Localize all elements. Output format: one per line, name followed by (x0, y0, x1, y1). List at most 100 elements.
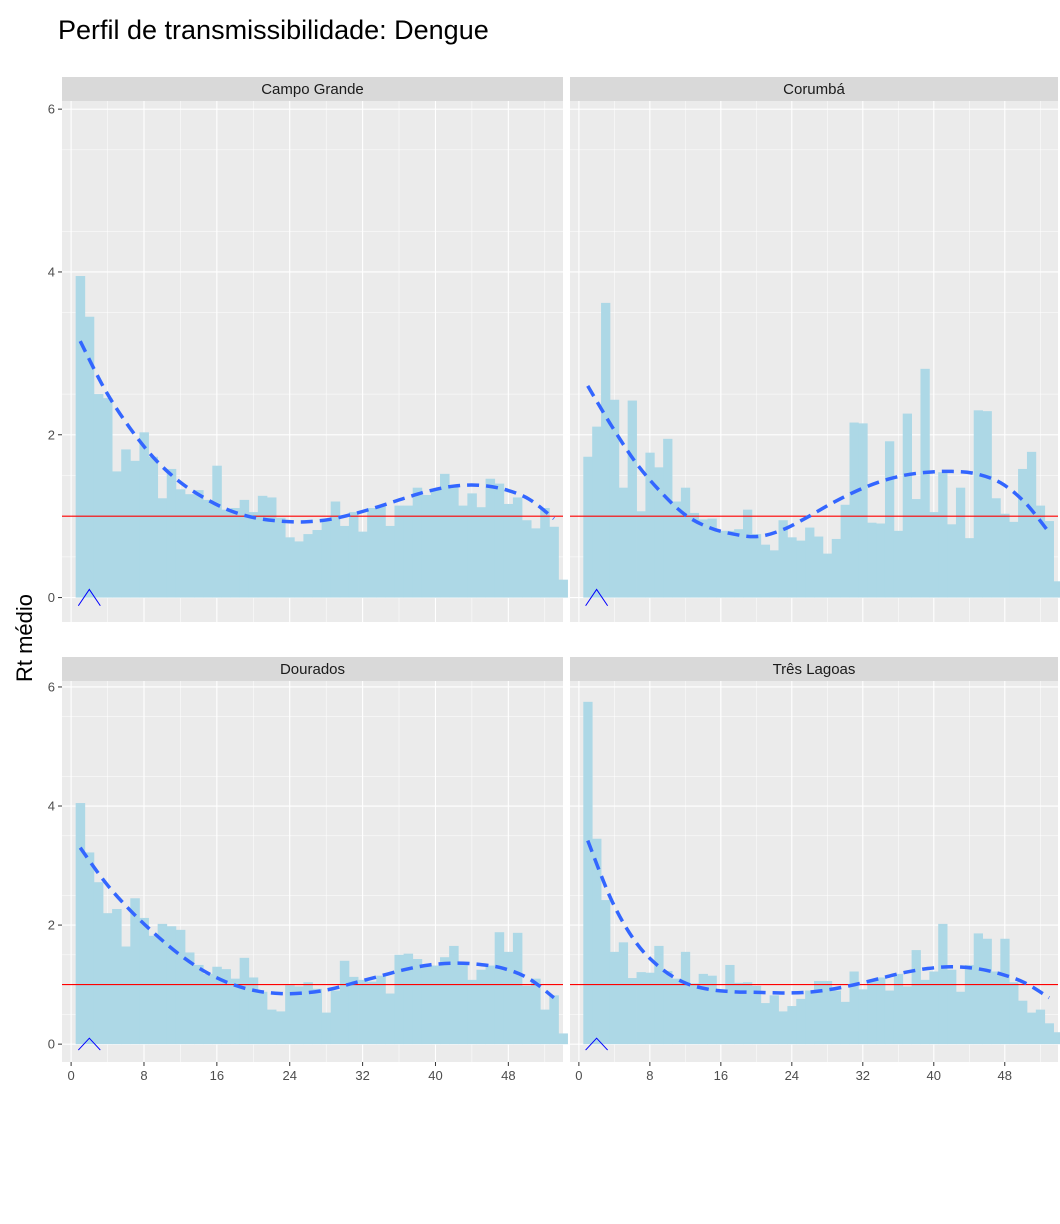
bar (840, 504, 850, 598)
period-marker (77, 588, 101, 606)
bar (467, 493, 477, 598)
bar (194, 490, 204, 598)
bar (796, 540, 806, 598)
bar (1035, 1009, 1046, 1045)
bar (403, 953, 414, 1045)
bar (367, 508, 377, 598)
bar (285, 537, 295, 598)
bar (618, 942, 629, 1045)
bar (929, 512, 939, 598)
bar (239, 499, 250, 598)
bar (412, 959, 423, 1045)
bar (920, 368, 930, 598)
bar (822, 981, 833, 1045)
y-tick-label: 6 (48, 679, 55, 694)
bar (412, 487, 423, 598)
bar (849, 971, 859, 1045)
bar (221, 969, 231, 1045)
bar (805, 527, 815, 598)
facet-strip-label: Campo Grande (261, 81, 364, 98)
bar (1044, 1023, 1054, 1045)
bar (294, 986, 304, 1045)
facet-strip-label: Três Lagoas (773, 661, 856, 678)
x-tick-label: 24 (785, 1068, 799, 1083)
bar (955, 991, 966, 1045)
bar (601, 302, 611, 598)
bar (184, 494, 195, 598)
x-tick-label: 40 (927, 1068, 941, 1083)
facet-strip (570, 77, 1058, 101)
bar (430, 965, 441, 1045)
bar (358, 979, 368, 1045)
bar (440, 473, 450, 598)
bar (403, 505, 414, 598)
bar (1053, 581, 1060, 598)
bar (680, 487, 691, 598)
bar (707, 975, 717, 1045)
bar (831, 990, 842, 1045)
x-tick-label: 48 (501, 1068, 515, 1083)
bar (583, 456, 593, 598)
bar (689, 512, 700, 598)
bar (385, 993, 395, 1045)
smooth-trend-line (586, 385, 1051, 539)
bar (503, 503, 514, 598)
bar (139, 432, 149, 598)
bar (645, 452, 655, 598)
bar (148, 456, 159, 598)
bar (858, 423, 868, 598)
bar (257, 495, 268, 598)
bar (230, 978, 241, 1045)
x-tick-label: 32 (355, 1068, 369, 1083)
bar (522, 520, 532, 598)
bar (911, 499, 921, 598)
bar (716, 989, 726, 1045)
bar (672, 501, 682, 598)
facet-strip (62, 77, 563, 101)
x-tick-label: 0 (67, 1068, 74, 1083)
bar (601, 900, 611, 1045)
bar (203, 499, 213, 598)
facet-strip (62, 657, 563, 681)
bar (592, 838, 602, 1045)
bar (884, 441, 895, 598)
bar (680, 951, 691, 1045)
bar (276, 517, 286, 598)
bar (303, 982, 313, 1045)
bar (540, 1009, 550, 1045)
bar (358, 531, 368, 598)
bar (93, 394, 104, 598)
bar (947, 524, 957, 598)
bar (430, 489, 441, 598)
bar (257, 991, 268, 1045)
bar (627, 978, 637, 1045)
bar (503, 951, 514, 1045)
bar (725, 964, 735, 1045)
bar (778, 520, 788, 598)
bar (751, 534, 762, 598)
bar (394, 505, 404, 598)
bar (947, 969, 957, 1045)
bar (822, 553, 833, 598)
bar (476, 969, 486, 1045)
bar (549, 995, 559, 1045)
x-tick-label: 8 (646, 1068, 653, 1083)
bar (849, 422, 859, 598)
bar (367, 981, 377, 1045)
bar (339, 525, 350, 598)
bar (654, 467, 664, 598)
x-tick-label: 40 (428, 1068, 442, 1083)
bar (787, 537, 797, 598)
bar (1026, 451, 1037, 598)
bar (814, 536, 824, 598)
bar (938, 472, 948, 598)
x-tick-label: 24 (282, 1068, 296, 1083)
y-tick-label: 0 (48, 1037, 55, 1052)
bar (893, 973, 904, 1045)
bar (512, 497, 523, 598)
bar (376, 505, 386, 598)
period-marker (585, 1037, 608, 1051)
bar (84, 852, 95, 1045)
bar (743, 982, 753, 1045)
bar (964, 538, 975, 598)
